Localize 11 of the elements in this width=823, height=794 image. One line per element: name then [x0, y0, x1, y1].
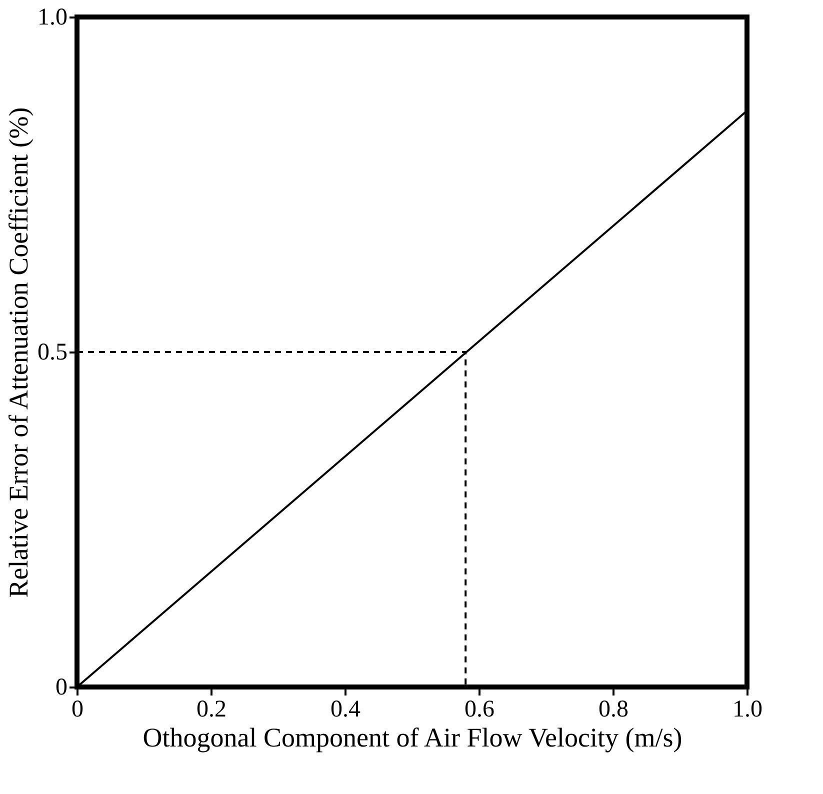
x-tick-label: 0.6 [464, 696, 494, 722]
y-axis-title: Relative Error of Attenuation Coefficient (%) [4, 107, 34, 598]
x-tick-label: 0.8 [598, 696, 628, 722]
x-tick-label: 0.4 [330, 696, 360, 722]
y-tick-label: 0.5 [38, 340, 68, 366]
y-tick-label: 1.0 [38, 4, 68, 30]
y-tick-label: 0 [56, 674, 68, 700]
x-axis-title: Othogonal Component of Air Flow Velocity (m/s) [142, 722, 682, 752]
x-tick-label: 0 [72, 696, 84, 722]
x-tick-label: 0.2 [196, 696, 226, 722]
x-tick-label: 1.0 [732, 696, 762, 722]
